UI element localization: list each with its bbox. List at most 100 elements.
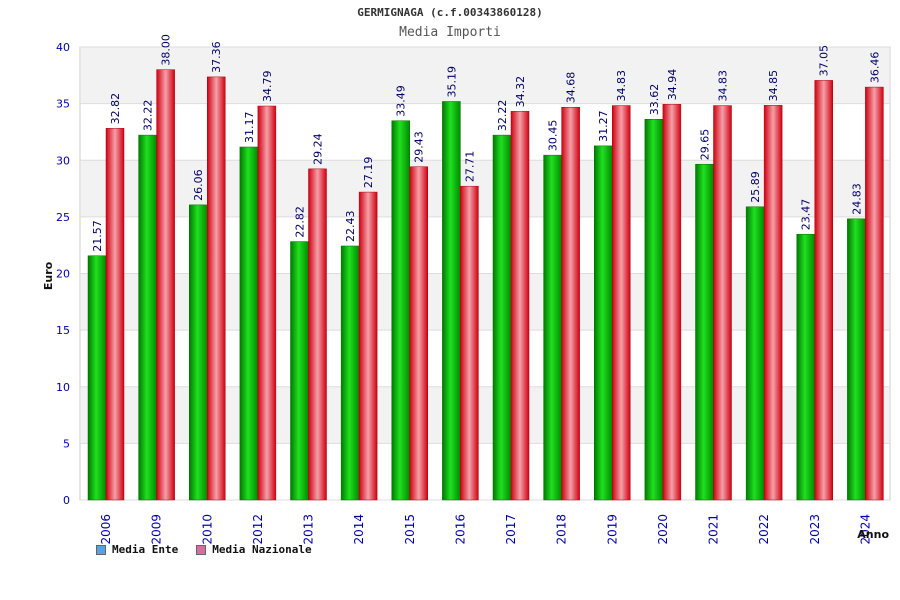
- x-tick-label: 2006: [99, 514, 113, 545]
- data-label: 31.17: [243, 111, 256, 143]
- x-tick-label: 2009: [150, 514, 164, 545]
- x-tick-label: 2024: [858, 514, 872, 545]
- x-tick-label: 2013: [302, 514, 316, 545]
- data-label: 25.89: [749, 171, 762, 203]
- x-tick-label: 2010: [200, 514, 214, 545]
- data-label: 37.05: [818, 45, 831, 77]
- y-tick-label: 25: [56, 211, 70, 224]
- data-label: 36.46: [868, 52, 881, 84]
- bar: [308, 168, 327, 501]
- x-tick-label: 2021: [707, 514, 721, 545]
- data-label: 31.27: [597, 110, 610, 142]
- legend: Media Ente Media Nazionale: [96, 543, 312, 556]
- data-label: 34.85: [767, 70, 780, 102]
- bar: [713, 105, 732, 501]
- bar: [865, 86, 884, 501]
- legend-label-ente: Media Ente: [112, 543, 179, 556]
- data-label: 22.43: [344, 210, 357, 242]
- data-label: 38.00: [160, 34, 173, 66]
- data-label: 29.24: [312, 133, 325, 165]
- y-tick-label: 10: [56, 381, 70, 394]
- data-label: 32.22: [142, 100, 155, 132]
- data-label: 32.82: [109, 93, 122, 125]
- bar: [847, 218, 866, 501]
- axes: 0 5 10 15 20 25 30 35 40 2006 2009 2010 2012 2013 2014…: [56, 41, 872, 545]
- x-axis-label: Anno: [857, 528, 889, 541]
- data-label: 27.19: [362, 157, 375, 189]
- data-label: 34.83: [615, 70, 628, 102]
- y-axis-label: Euro: [42, 261, 55, 290]
- data-label: 32.22: [496, 100, 509, 132]
- bar: [612, 105, 631, 501]
- data-label: 30.45: [547, 120, 560, 152]
- bar: [105, 128, 125, 501]
- bar: [442, 101, 461, 501]
- data-label: 29.65: [699, 129, 712, 161]
- data-label: 27.71: [463, 151, 476, 183]
- bar: [138, 134, 157, 501]
- y-tick-label: 40: [56, 41, 70, 54]
- x-tick-label: 2015: [403, 514, 417, 545]
- x-tick-label: 2012: [251, 514, 265, 545]
- data-label: 34.83: [717, 70, 730, 102]
- x-tick-label: 2016: [453, 514, 467, 545]
- bar: [594, 145, 613, 501]
- bar: [644, 119, 664, 501]
- bar: [695, 163, 714, 501]
- data-label: 35.19: [445, 66, 458, 98]
- bar: [561, 106, 580, 501]
- data-label: 29.43: [413, 131, 426, 163]
- data-label: 24.83: [850, 183, 863, 215]
- bar: [358, 191, 378, 501]
- y-tick-label: 30: [56, 154, 70, 167]
- bar: [745, 206, 765, 501]
- bar: [814, 80, 833, 501]
- chart-subtitle: Media Importi: [399, 25, 501, 40]
- bar: [156, 69, 175, 501]
- y-tick-label: 5: [63, 437, 70, 450]
- bars: [87, 69, 884, 501]
- bar: [207, 76, 226, 501]
- bar: [510, 111, 530, 501]
- data-label: 33.49: [395, 85, 408, 117]
- y-tick-label: 35: [56, 98, 70, 111]
- x-tick-label: 2019: [605, 514, 619, 545]
- y-tick-label: 15: [56, 324, 70, 337]
- data-label: 21.57: [91, 220, 104, 252]
- bar: [391, 120, 410, 501]
- data-labels: 21.57 32.82 32.22 38.00 26.06 37.36 31.17 34.79…: [91, 34, 881, 252]
- legend-item-ente: Media Ente: [96, 543, 178, 556]
- data-label: 34.79: [261, 71, 274, 103]
- bar: [796, 233, 815, 501]
- legend-swatch-ente: [96, 544, 106, 555]
- x-tick-label: 2023: [808, 514, 822, 545]
- x-tick-label: 2017: [504, 514, 518, 545]
- y-tick-label: 0: [63, 494, 70, 507]
- bar: [409, 166, 428, 501]
- x-tick-label: 2018: [555, 514, 569, 545]
- data-label: 37.36: [210, 41, 223, 73]
- legend-label-nazionale: Media Nazionale: [212, 543, 312, 556]
- bar: [257, 105, 277, 501]
- chart-title: GERMIGNAGA (c.f.00343860128): [357, 6, 543, 19]
- bar: [460, 185, 479, 501]
- legend-item-nazionale: Media Nazionale: [196, 543, 312, 556]
- legend-swatch-nazionale: [196, 544, 207, 555]
- bar: [290, 241, 309, 501]
- bar: [189, 204, 208, 501]
- data-label: 34.32: [514, 76, 527, 108]
- bar: [87, 255, 107, 501]
- bar: [543, 154, 562, 501]
- data-label: 33.62: [648, 84, 661, 116]
- bar: [662, 104, 682, 501]
- x-tick-label: 2014: [352, 514, 366, 545]
- data-label: 23.47: [800, 199, 813, 231]
- x-tick-label: 2020: [656, 514, 670, 545]
- bar: [763, 105, 783, 501]
- data-label: 34.94: [666, 69, 679, 101]
- x-tick-label: 2022: [757, 514, 771, 545]
- data-label: 22.82: [294, 206, 307, 238]
- bar: [492, 134, 512, 501]
- data-label: 26.06: [192, 169, 205, 201]
